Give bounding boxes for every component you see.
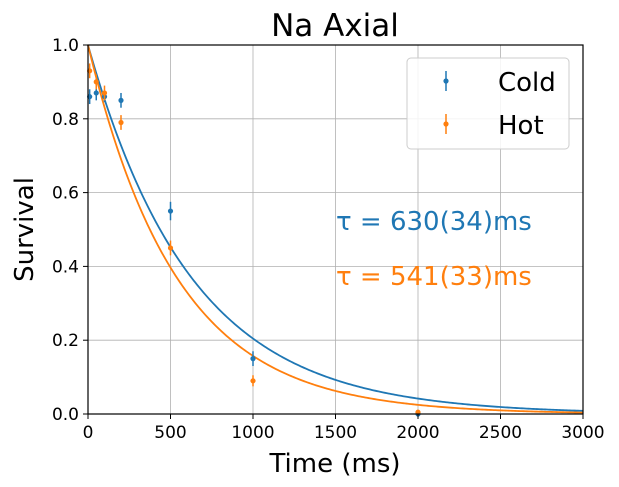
ticks: 0 500 1000 1500 2000 2500 3000 0.0 0.2 0.4 0.6 0.8 1… [52, 36, 605, 443]
x-tick-label-6: 3000 [561, 423, 604, 443]
point-cold-4 [167, 201, 174, 221]
marker-hot-2 [101, 90, 108, 96]
legend-label-cold: Cold [498, 68, 556, 98]
x-tick-label-0: 0 [83, 423, 94, 443]
x-tick-label-5: 2500 [479, 423, 522, 443]
y-tick-label-1: 0.2 [52, 331, 79, 351]
x-tick-label-2: 1000 [231, 423, 274, 443]
x-axis-title: Time (ms) [268, 449, 400, 479]
point-cold-5 [250, 351, 256, 367]
annotation-cold-tau: τ = 630(34)ms [336, 207, 532, 237]
point-hot-2 [101, 85, 108, 101]
point-cold-3 [118, 92, 124, 108]
legend-marker-cold [443, 71, 449, 91]
marker-cold-5 [250, 356, 256, 362]
legend-marker-hot [443, 114, 449, 134]
x-tick-label-3: 1500 [314, 423, 357, 443]
point-hot-4 [167, 240, 174, 256]
y-tick-label-4: 0.8 [52, 110, 79, 130]
data-points [87, 63, 421, 417]
y-tick-label-3: 0.6 [52, 184, 79, 204]
legend-dot-cold [443, 78, 449, 84]
legend: Cold Hot [406, 57, 570, 150]
fit-curve-hot [87, 44, 584, 414]
legend-dot-hot [443, 121, 449, 127]
legend-label-hot: Hot [498, 111, 544, 141]
marker-hot-3 [118, 119, 124, 126]
y-tick-label-2: 0.4 [52, 257, 79, 277]
marker-cold-3 [118, 97, 124, 103]
marker-hot-1 [93, 79, 99, 85]
annotation-hot-tau: τ = 541(33)ms [336, 262, 532, 292]
x-tick-label-1: 500 [154, 423, 186, 443]
marker-cold-4 [167, 208, 174, 214]
fit-annotations: τ = 630(34)ms τ = 541(33)ms [336, 207, 532, 292]
point-hot-1 [93, 74, 99, 90]
marker-hot-4 [167, 245, 174, 251]
marker-hot-5 [250, 378, 256, 384]
point-hot-3 [118, 115, 124, 130]
point-hot-5 [250, 375, 256, 387]
y-axis-title: Survival [10, 177, 40, 282]
chart-title: Na Axial [271, 8, 399, 44]
y-tick-label-5: 1.0 [52, 36, 79, 56]
x-tick-label-4: 2000 [396, 423, 439, 443]
y-tick-label-0: 0.0 [52, 405, 79, 425]
marker-cold-1 [93, 90, 99, 96]
